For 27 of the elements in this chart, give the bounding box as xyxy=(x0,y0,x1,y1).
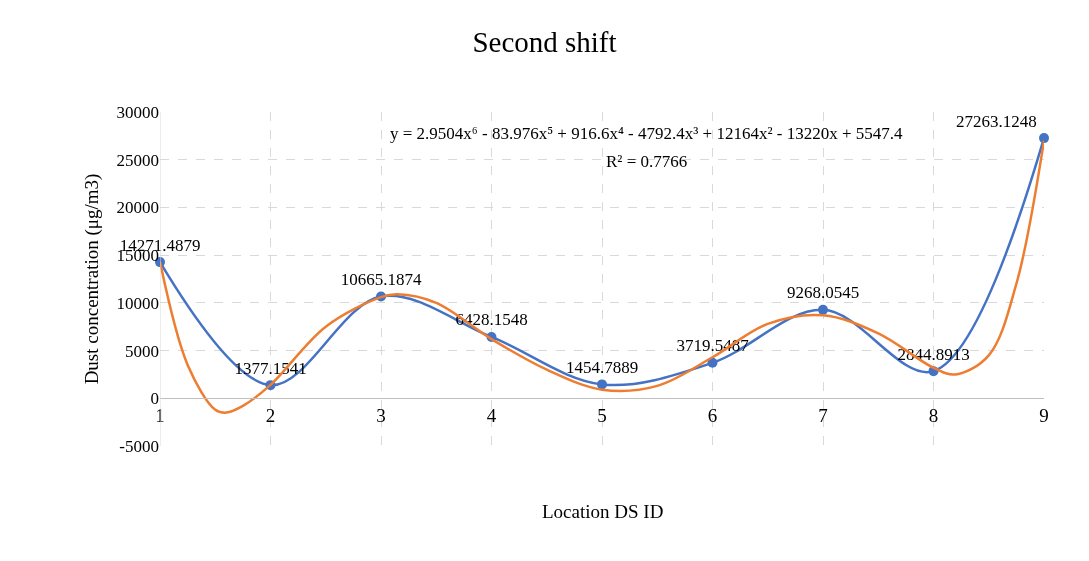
y-tick-label: -5000 xyxy=(119,436,159,456)
x-tick-label: 4 xyxy=(486,405,497,427)
x-tick-label: 6 xyxy=(707,405,718,427)
x-tick-label: 8 xyxy=(928,405,939,427)
chart-title: Second shift xyxy=(472,26,617,59)
point xyxy=(1039,133,1049,144)
data-label: 9268.0545 xyxy=(786,283,860,303)
y-tick-label: 5000 xyxy=(125,341,159,361)
y-tick-label: 30000 xyxy=(116,102,159,122)
point xyxy=(707,357,718,368)
y-tick-label: 25000 xyxy=(116,150,159,170)
annotation: R² = 0.7766 xyxy=(606,152,688,171)
x-tick-label: 2 xyxy=(265,405,276,427)
x-tick-label: 7 xyxy=(818,405,828,427)
data-label: 27263.1248 xyxy=(956,111,1037,131)
x-tick-label: 3 xyxy=(376,405,386,427)
x-axis-title: Location DS ID xyxy=(542,501,664,522)
y-tick-label: 20000 xyxy=(116,198,159,218)
y-axis-title: Dust concentration (μg/m3) xyxy=(81,173,104,385)
annotation: y = 2.9504x⁶ - 83.976x⁵ + 916.6x⁴ - 4792.4x³ + 12164x² - 13220x + 5547.4 xyxy=(390,124,904,143)
x-tick-label: 5 xyxy=(597,405,607,427)
y-tick-label: 10000 xyxy=(116,293,159,313)
data-label: 10665.1874 xyxy=(340,270,422,290)
point xyxy=(597,379,607,390)
x-tick-label: 9 xyxy=(1039,405,1049,427)
data-label: 1454.7889 xyxy=(565,357,639,377)
point xyxy=(818,304,828,315)
